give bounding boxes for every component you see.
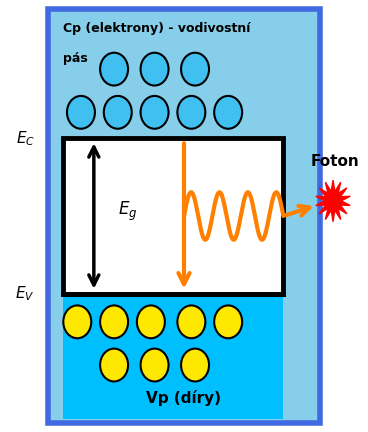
- Circle shape: [214, 96, 242, 129]
- Circle shape: [100, 53, 128, 86]
- Circle shape: [63, 305, 91, 338]
- Circle shape: [67, 96, 95, 129]
- Text: pás: pás: [63, 52, 87, 65]
- Circle shape: [177, 305, 205, 338]
- Circle shape: [141, 349, 169, 381]
- Text: $E_C$: $E_C$: [16, 129, 35, 148]
- Bar: [63, 138, 283, 294]
- Circle shape: [141, 96, 169, 129]
- Circle shape: [181, 53, 209, 86]
- Circle shape: [181, 349, 209, 381]
- Text: $E_g$: $E_g$: [118, 200, 137, 223]
- Circle shape: [177, 96, 205, 129]
- Circle shape: [100, 305, 128, 338]
- Polygon shape: [316, 180, 350, 222]
- Text: Cp (elektrony) - vodivostní: Cp (elektrony) - vodivostní: [63, 22, 250, 35]
- Circle shape: [104, 96, 132, 129]
- Bar: [48, 9, 320, 423]
- Text: Foton: Foton: [311, 155, 359, 169]
- Text: Vp (díry): Vp (díry): [146, 390, 222, 406]
- Bar: [63, 294, 283, 419]
- Circle shape: [137, 305, 165, 338]
- Circle shape: [214, 305, 242, 338]
- Circle shape: [100, 349, 128, 381]
- Circle shape: [141, 53, 169, 86]
- Text: $E_V$: $E_V$: [15, 284, 35, 303]
